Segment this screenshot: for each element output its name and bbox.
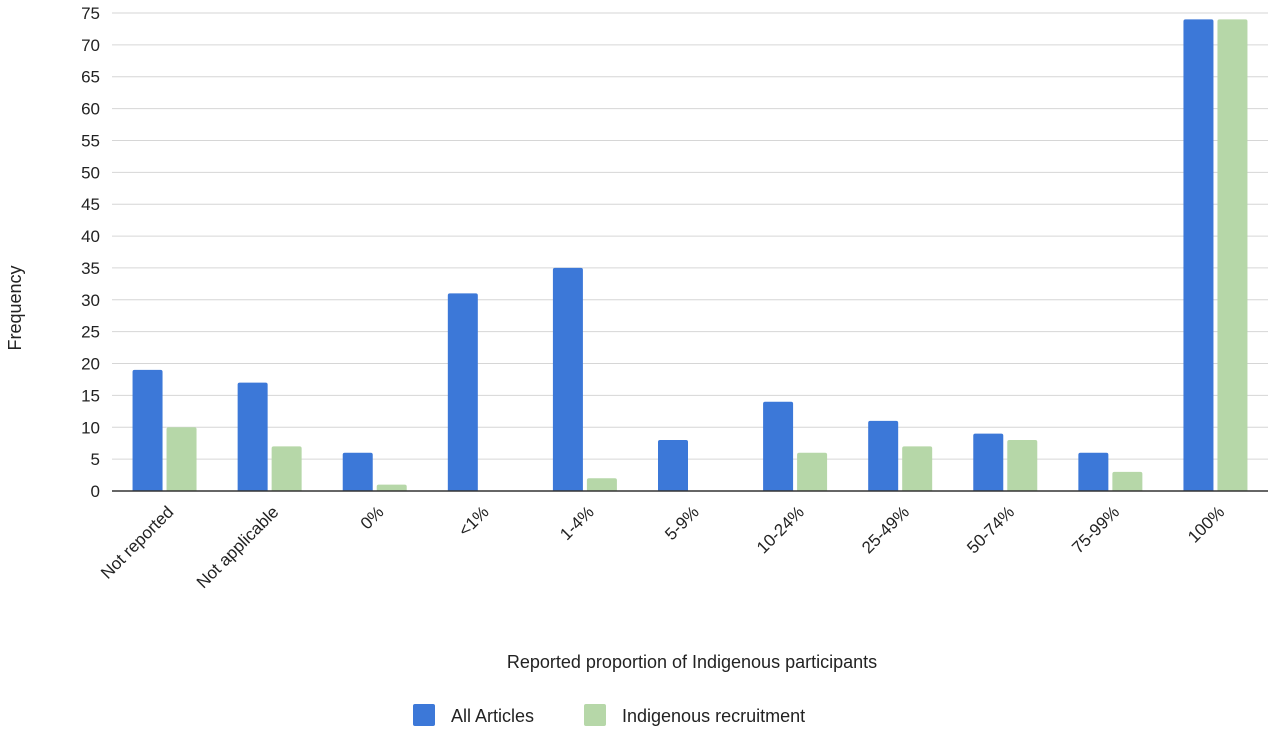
x-tick-label: 100% bbox=[1184, 502, 1228, 546]
bar-all-articles bbox=[237, 382, 268, 491]
bar-all-articles bbox=[132, 369, 163, 491]
y-tick-label: 25 bbox=[81, 323, 100, 342]
x-tick-label: Not applicable bbox=[193, 502, 283, 592]
bar-all-articles bbox=[658, 440, 688, 491]
x-tick-label: 10-24% bbox=[753, 502, 808, 557]
x-tick-label: 1-4% bbox=[556, 502, 597, 543]
y-tick-label: 0 bbox=[91, 482, 100, 501]
bar-indigenous-recruitment bbox=[1217, 19, 1248, 492]
y-tick-label: 15 bbox=[81, 386, 100, 405]
bar-indigenous-recruitment bbox=[376, 484, 407, 491]
x-tick-label: 5-9% bbox=[661, 502, 702, 543]
y-tick-label: 60 bbox=[81, 100, 100, 119]
y-tick-label: 30 bbox=[81, 291, 100, 310]
bar-all-articles bbox=[763, 401, 794, 491]
bar-indigenous-recruitment bbox=[902, 446, 933, 491]
y-tick-label: 5 bbox=[91, 450, 100, 469]
y-tick-label: 10 bbox=[81, 418, 100, 437]
y-tick-label: 40 bbox=[81, 227, 100, 246]
bar-indigenous-recruitment bbox=[1007, 440, 1038, 491]
bar-all-articles bbox=[1183, 19, 1214, 492]
x-tick-label: 75-99% bbox=[1068, 502, 1123, 557]
bar-indigenous-recruitment bbox=[797, 452, 828, 491]
y-axis-title: Frequency bbox=[5, 265, 25, 350]
bar-indigenous-recruitment bbox=[586, 478, 617, 491]
y-tick-label: 55 bbox=[81, 131, 100, 150]
gridlines bbox=[112, 12, 1268, 460]
legend-label: Indigenous recruitment bbox=[622, 706, 805, 726]
bar-indigenous-recruitment bbox=[1112, 471, 1143, 491]
y-tick-label: 75 bbox=[81, 4, 100, 23]
y-tick-label: 20 bbox=[81, 355, 100, 374]
bars bbox=[132, 19, 1248, 492]
bar-all-articles bbox=[447, 293, 478, 491]
x-tick-label: <1% bbox=[455, 502, 493, 540]
legend-swatch bbox=[584, 704, 606, 726]
x-tick-label: 0% bbox=[357, 502, 388, 533]
bar-all-articles bbox=[868, 420, 899, 491]
y-tick-label: 35 bbox=[81, 259, 100, 278]
y-tick-label: 65 bbox=[81, 68, 100, 87]
x-axis-title: Reported proportion of Indigenous partic… bbox=[507, 652, 877, 672]
y-tick-label: 45 bbox=[81, 195, 100, 214]
bar-all-articles bbox=[342, 452, 373, 491]
x-tick-label: 50-74% bbox=[963, 502, 1018, 557]
bar-all-articles bbox=[973, 433, 1004, 491]
y-tick-label: 70 bbox=[81, 36, 100, 55]
x-tick-label: 25-49% bbox=[858, 502, 913, 557]
y-tick-label: 50 bbox=[81, 163, 100, 182]
tick-labels: 0 5 10 15 20 25 30 35 40 45 50 55 60 65 70 75 Not report… bbox=[81, 4, 1228, 592]
bar-indigenous-recruitment bbox=[166, 427, 197, 491]
x-tick-label: Not reported bbox=[97, 502, 177, 582]
legend: All Articles Indigenous recruitment bbox=[413, 704, 805, 726]
bar-all-articles bbox=[1078, 452, 1109, 491]
legend-label: All Articles bbox=[451, 706, 534, 726]
legend-swatch bbox=[413, 704, 435, 726]
bar-indigenous-recruitment bbox=[271, 446, 302, 491]
bar-all-articles bbox=[552, 267, 583, 491]
